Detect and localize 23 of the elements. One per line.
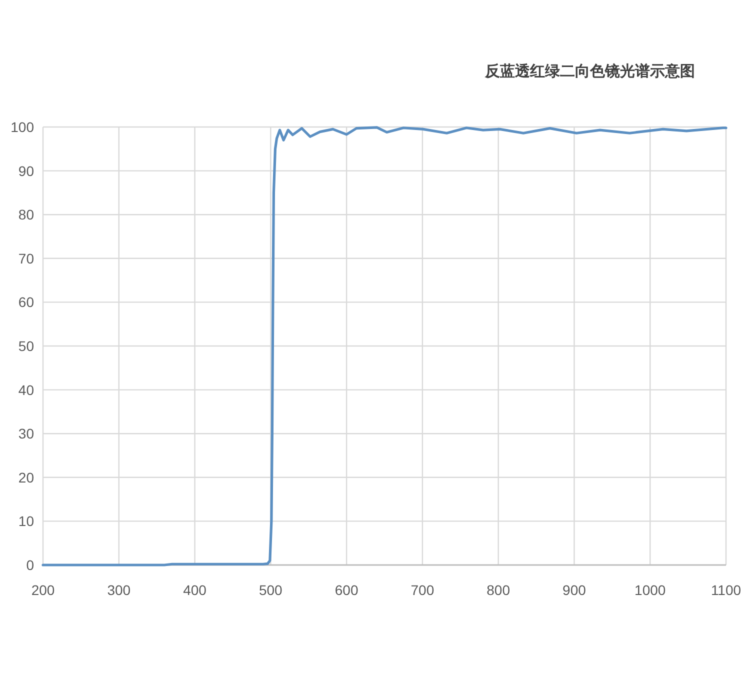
y-tick-label: 80 xyxy=(18,206,34,223)
x-tick-label: 1100 xyxy=(710,582,742,598)
y-tick-label: 20 xyxy=(18,469,34,486)
y-tick-label: 10 xyxy=(18,513,34,530)
x-tick-label: 500 xyxy=(258,582,283,598)
x-tick-label: 400 xyxy=(183,582,207,598)
x-tick-label: 1000 xyxy=(634,582,666,598)
y-tick-label: 30 xyxy=(18,426,34,442)
y-tick-label: 50 xyxy=(18,338,34,354)
y-tick-label: 100 xyxy=(10,119,34,135)
x-tick-label: 800 xyxy=(486,582,510,598)
x-tick-label: 700 xyxy=(410,582,434,598)
chart-title: 反蓝透红绿二向色镜光谱示意图 xyxy=(484,62,695,80)
x-tick-label: 600 xyxy=(334,582,358,598)
y-tick-label: 0 xyxy=(26,557,34,573)
y-tick-label: 40 xyxy=(18,382,34,398)
y-tick-label: 60 xyxy=(18,294,34,310)
x-tick-label: 900 xyxy=(562,582,586,598)
line-series xyxy=(42,126,728,566)
x-tick-label: 200 xyxy=(31,582,55,598)
y-tick-label: 70 xyxy=(18,250,34,266)
y-tick-label: 90 xyxy=(18,162,34,179)
x-tick-label: 300 xyxy=(107,582,131,598)
